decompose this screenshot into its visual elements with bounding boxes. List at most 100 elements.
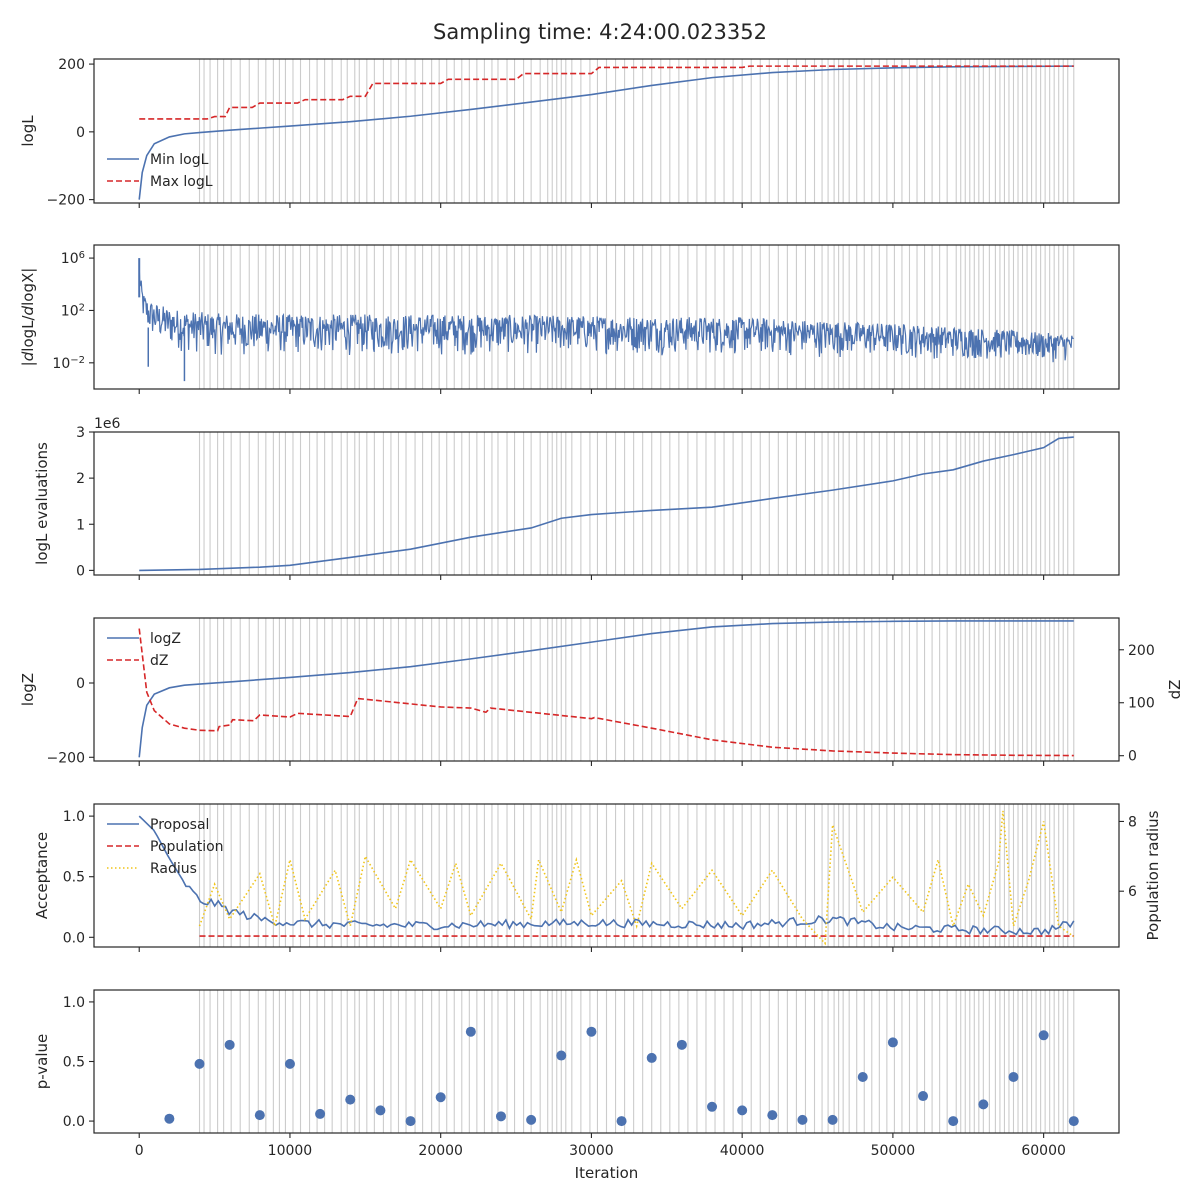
x-tick-label: 40000 bbox=[720, 1143, 765, 1159]
panel-5: 0.0 0.5 1.0 6 8 Acceptance Population radius Pr… bbox=[33, 803, 1162, 952]
y-tick-label: 0.0 bbox=[63, 930, 85, 946]
y-tick-label-right: 100 bbox=[1128, 696, 1155, 712]
x-axis-label: Iteration bbox=[575, 1164, 639, 1182]
legend-label: Min logL bbox=[150, 152, 209, 168]
data-point bbox=[1068, 1116, 1079, 1127]
y-tick-label: 102 bbox=[61, 302, 85, 320]
panel-6: 0.0 0.5 1.0 0 10000 20000 30000 40000 50000 60000… bbox=[33, 989, 1120, 1182]
y-tick-label: 200 bbox=[58, 57, 85, 73]
axes-frame bbox=[93, 431, 1120, 576]
data-point bbox=[345, 1094, 356, 1105]
data-point bbox=[616, 1116, 627, 1127]
y-tick-exponent: 6 bbox=[79, 250, 85, 261]
legend: Proposal Population Radius bbox=[107, 817, 224, 877]
y-label-part: / bbox=[19, 314, 37, 320]
y-tick-exponent: 2 bbox=[79, 302, 85, 313]
data-point bbox=[224, 1039, 235, 1050]
series-line bbox=[138, 266, 1074, 363]
legend-label: Max logL bbox=[150, 174, 213, 190]
plot-area bbox=[138, 245, 1075, 389]
plot-area bbox=[138, 59, 1075, 203]
y-tick-label: 0 bbox=[76, 125, 85, 141]
data-point bbox=[978, 1099, 989, 1110]
data-point bbox=[526, 1114, 537, 1125]
data-point bbox=[1008, 1071, 1019, 1082]
panel-4: −200 0 0 100 200 logZ dZ logZ dZ bbox=[19, 617, 1184, 766]
data-point bbox=[284, 1058, 295, 1069]
y-axis-label-right: dZ bbox=[1166, 680, 1184, 700]
axes-frame bbox=[93, 58, 1120, 204]
y-tick-label: 10−2 bbox=[52, 354, 85, 372]
data-point bbox=[857, 1071, 868, 1082]
legend: logZ dZ bbox=[107, 631, 181, 669]
data-point bbox=[405, 1116, 416, 1127]
x-tick-label: 30000 bbox=[569, 1143, 614, 1159]
data-point bbox=[315, 1108, 326, 1119]
y-tick-label: −200 bbox=[47, 193, 85, 209]
y-label-part: | bbox=[19, 361, 37, 366]
y-axis-label: logL evaluations bbox=[33, 442, 51, 565]
plot-area bbox=[138, 618, 1075, 761]
y-tick-label: 106 bbox=[61, 250, 85, 268]
y-label-part: d bbox=[19, 305, 37, 315]
plot-area bbox=[139, 432, 1075, 575]
data-point bbox=[676, 1039, 687, 1050]
x-tick-label: 60000 bbox=[1021, 1143, 1066, 1159]
y-tick-label: 1 bbox=[76, 517, 85, 533]
y-tick-label: 0.0 bbox=[63, 1114, 85, 1130]
plot-area bbox=[138, 804, 1075, 947]
data-point bbox=[465, 1026, 476, 1037]
x-tick-label: 20000 bbox=[418, 1143, 463, 1159]
data-point bbox=[827, 1114, 838, 1125]
y-tick-label-right: 0 bbox=[1128, 749, 1137, 765]
y-label-part: logL bbox=[19, 320, 37, 352]
series-line bbox=[138, 815, 1075, 936]
y-label-part: d bbox=[19, 351, 37, 361]
y-axis-label: p-value bbox=[33, 1034, 51, 1090]
data-point bbox=[556, 1050, 567, 1061]
x-tick-label: 10000 bbox=[268, 1143, 313, 1159]
y-axis-label-right: Population radius bbox=[1144, 810, 1162, 940]
data-point bbox=[646, 1052, 657, 1063]
x-tick-label: 0 bbox=[135, 1143, 144, 1159]
data-point bbox=[164, 1113, 175, 1124]
plot-area bbox=[164, 990, 1079, 1133]
data-point bbox=[1038, 1030, 1049, 1041]
data-point bbox=[767, 1110, 778, 1121]
data-point bbox=[948, 1116, 959, 1127]
y-tick-label: 1.0 bbox=[63, 995, 85, 1011]
y-tick-label: 0.5 bbox=[63, 1055, 85, 1071]
data-point bbox=[375, 1105, 386, 1116]
y-tick-label-right: 8 bbox=[1128, 814, 1137, 830]
y-tick-label: 0 bbox=[76, 676, 85, 692]
legend-label: Radius bbox=[150, 861, 197, 877]
legend-label: logZ bbox=[150, 631, 181, 647]
data-point bbox=[737, 1105, 748, 1116]
y-axis-label: |dlogL/dlogX| bbox=[19, 268, 37, 367]
panel-3: 0 1 2 3 logL evaluations 1e6 bbox=[33, 416, 1120, 580]
axes-frame bbox=[93, 803, 1120, 948]
y-tick-label: 1.0 bbox=[63, 809, 85, 825]
y-tick-label-right: 6 bbox=[1128, 884, 1137, 900]
series-line bbox=[139, 436, 1074, 572]
x-tick-label: 50000 bbox=[871, 1143, 916, 1159]
y-tick-label: 0.5 bbox=[63, 870, 85, 886]
panel-2: 10−2 102 106 |dlogL/dlogX| bbox=[19, 244, 1120, 394]
panel-1: −200 0 200 logL Min logL Max logL bbox=[19, 57, 1120, 209]
data-point bbox=[435, 1092, 446, 1103]
figure-title: Sampling time: 4:24:00.023352 bbox=[433, 20, 767, 44]
y-tick-label: −200 bbox=[47, 750, 85, 766]
y-label-part: | bbox=[19, 268, 37, 273]
legend-label: Population bbox=[150, 839, 224, 855]
series-line bbox=[139, 65, 1074, 120]
data-point bbox=[586, 1026, 597, 1037]
y-tick-label: 2 bbox=[76, 471, 85, 487]
series-line bbox=[138, 65, 1074, 200]
y-axis-label: Acceptance bbox=[33, 832, 51, 919]
y-tick-exponent: −2 bbox=[70, 354, 85, 365]
series-line bbox=[138, 620, 1074, 758]
data-point bbox=[495, 1111, 506, 1122]
axes-frame bbox=[93, 617, 1120, 762]
y-offset-text: 1e6 bbox=[94, 416, 121, 432]
